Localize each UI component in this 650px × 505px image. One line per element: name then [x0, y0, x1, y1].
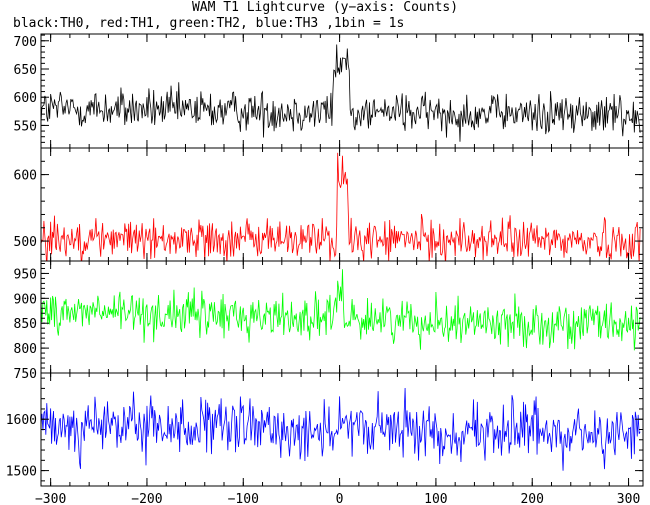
series-line-th0 — [41, 44, 641, 142]
y-tick-label: 550 — [14, 119, 37, 134]
x-tick-label: −300 — [35, 492, 66, 505]
x-tick-label: −200 — [131, 492, 162, 505]
x-tick-label: 200 — [520, 492, 543, 505]
panel-frame-th0 — [40, 33, 644, 149]
chart-title: WAM T1 Lightcurve (y−axis: Counts) — [191, 0, 459, 15]
x-tick-label: −100 — [228, 492, 259, 505]
y-tick-label: 1600 — [6, 413, 37, 428]
series-line-th3 — [41, 387, 641, 471]
y-tick-label: 850 — [14, 317, 37, 332]
y-tick-label: 600 — [14, 91, 37, 106]
y-tick-label: 750 — [14, 367, 37, 382]
y-tick-label: 650 — [14, 63, 37, 78]
y-tick-label: 600 — [14, 169, 37, 184]
x-tick-label: 100 — [424, 492, 447, 505]
y-tick-label: 900 — [14, 292, 37, 307]
x-tick-label: 300 — [617, 492, 640, 505]
y-tick-label: 700 — [14, 35, 37, 50]
y-tick-label: 800 — [14, 342, 37, 357]
x-tick-label: 0 — [336, 492, 344, 505]
chart-subtitle: black:TH0, red:TH1, green:TH2, blue:TH3 … — [13, 16, 405, 31]
series-line-th2 — [41, 269, 641, 351]
y-tick-label: 950 — [14, 267, 37, 282]
series-line-th1 — [41, 152, 641, 261]
y-tick-label: 1500 — [6, 465, 37, 480]
y-tick-label: 500 — [14, 235, 37, 250]
